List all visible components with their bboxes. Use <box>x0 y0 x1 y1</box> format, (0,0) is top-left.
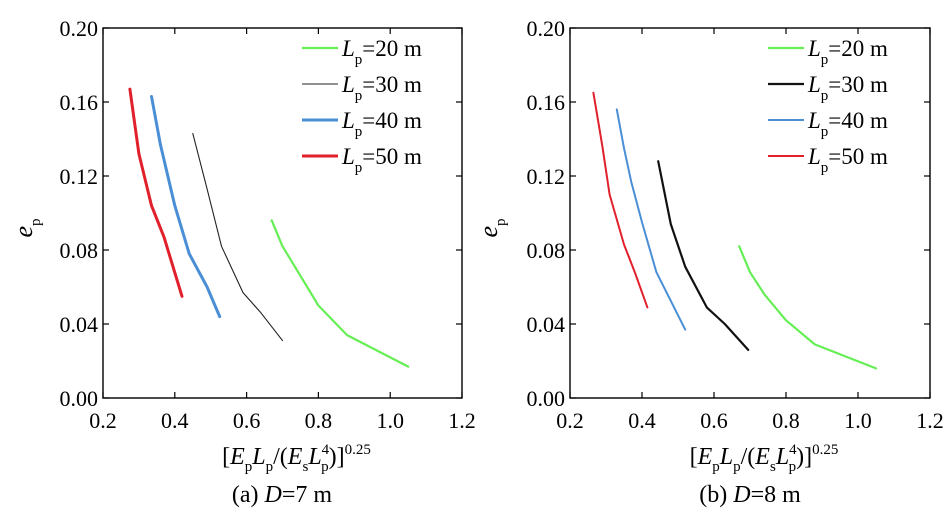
y-tick-label: 0.08 <box>527 238 566 263</box>
y-tick-label: 0.00 <box>527 386 566 411</box>
legend-entry-3: Lp=40 m <box>807 108 888 140</box>
x-tick-label: 0.8 <box>772 408 800 433</box>
legend-entry-1: Lp=20 m <box>341 36 422 68</box>
y-tick-label: 0.04 <box>60 312 99 337</box>
x-tick-label: 1.0 <box>376 408 404 433</box>
series-line-4 <box>592 91 649 309</box>
series-line-1 <box>270 219 410 368</box>
x-tick-label: 1.2 <box>448 408 476 433</box>
x-tick-label: 0.4 <box>161 408 189 433</box>
chart-panel-b: 0.00 0.04 0.08 0.12 0.16 0.20 0.2 0.4 0.6 0.8 1.0 1… <box>474 16 944 508</box>
y-tick-label: 0.16 <box>527 90 566 115</box>
y-tick-label: 0.16 <box>60 90 99 115</box>
chart-panel-a: 0.00 0.04 0.08 0.12 0.16 0.20 0.2 0.4 0.6 0.8 1.0 1… <box>9 16 476 508</box>
y-tick-label: 0.12 <box>527 164 566 189</box>
x-tick-label: 1.2 <box>916 408 944 433</box>
x-tick-label: 0.2 <box>556 408 584 433</box>
y-tick-label: 0.04 <box>527 312 566 337</box>
plot-frame <box>569 27 931 399</box>
x-tick-label: 0.6 <box>700 408 728 433</box>
series-line-2 <box>657 160 750 351</box>
series-line-1 <box>738 245 878 370</box>
x-axis-label: [EpLp/(EsL4 p)]0.25 <box>222 442 371 475</box>
legend-entry-4: Lp=50 m <box>807 144 888 176</box>
panel-caption: (a) D=7 m <box>232 482 333 508</box>
y-tick-label: 0.12 <box>60 164 99 189</box>
legend-entry-4: Lp=50 m <box>341 144 422 176</box>
panel-caption: (b) D=8 m <box>699 482 801 508</box>
legend-entry-2: Lp=30 m <box>341 72 422 104</box>
legend-entry-1: Lp=20 m <box>807 36 888 68</box>
y-tick-label: 0.08 <box>60 238 99 263</box>
plot-frame <box>102 27 463 399</box>
y-tick-label: 0.20 <box>60 16 99 41</box>
x-tick-label: 0.4 <box>628 408 656 433</box>
y-axis-label: ep <box>9 218 44 237</box>
x-tick-label: 0.8 <box>305 408 333 433</box>
series-line-2 <box>192 132 284 342</box>
x-tick-label: 1.0 <box>844 408 872 433</box>
series-line-4 <box>128 87 184 298</box>
legend-entry-2: Lp=30 m <box>807 72 888 104</box>
y-axis-label: ep <box>474 218 509 237</box>
x-tick-label: 0.2 <box>89 408 117 433</box>
x-axis-label: [EpLp/(EsL4 p)]0.25 <box>690 442 839 475</box>
series-line-3 <box>615 108 687 331</box>
x-tick-label: 0.6 <box>233 408 261 433</box>
legend-entry-3: Lp=40 m <box>341 108 422 140</box>
y-tick-label: 0.00 <box>60 386 99 411</box>
y-tick-label: 0.20 <box>527 16 566 41</box>
series-line-3 <box>150 95 222 319</box>
